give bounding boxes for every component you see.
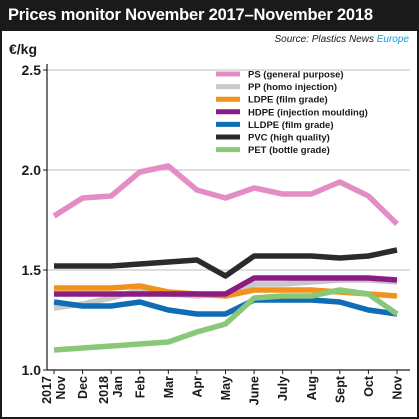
x-tick-line: May [219, 376, 233, 400]
x-tick-label: Apr [190, 376, 204, 398]
x-tick-label: May [219, 376, 233, 400]
legend-label: PET (bottle grade) [248, 145, 330, 156]
x-tick-label: Mar [162, 376, 176, 398]
x-tick-text: Dec [76, 376, 90, 399]
y-axis-label: €/kg [9, 41, 37, 57]
x-tick-text: July [276, 376, 290, 401]
title-bar: Prices monitor November 2017–November 20… [2, 2, 417, 31]
source-highlight: Europe [376, 34, 409, 45]
x-tick-line: June [248, 376, 262, 405]
x-tick-line: 2018 [97, 376, 111, 404]
x-tick-text: Feb [133, 376, 147, 399]
series-line-3 [54, 275, 398, 297]
x-tick-line: Aug [305, 376, 319, 400]
legend-label: LLDPE (film grade) [248, 120, 334, 131]
x-tick-label: Dec [76, 376, 90, 399]
legend-label: PS (general purpose) [248, 70, 344, 81]
x-tick-line: Dec [76, 376, 90, 399]
series-line-0 [52, 163, 399, 226]
x-tick-label: Feb [133, 376, 147, 399]
source-note: Source: Plastics News Europe [274, 34, 409, 45]
y-tick-label: 2.5 [22, 62, 42, 78]
x-tick-label: July [276, 376, 290, 401]
x-tick-text: May [219, 376, 233, 400]
legend-label: HDPE (injection moulding) [248, 107, 368, 118]
x-tick-line: Mar [162, 376, 176, 398]
x-tick-label: June [248, 376, 262, 405]
x-tick-label: Oct [362, 375, 376, 397]
x-tick-line: Feb [133, 376, 147, 399]
x-tick-text: 2017Nov [40, 376, 68, 404]
x-tick-text: Aug [305, 376, 319, 400]
source-prefix: Source: Plastics News [274, 34, 377, 45]
x-tick-text: June [248, 376, 262, 405]
x-tick-label: 2018Jan [97, 376, 125, 404]
x-tick-text: Oct [362, 375, 376, 397]
x-tick-text: Apr [190, 376, 204, 398]
legend-label: PP (homo injection) [248, 82, 337, 93]
x-tick-label: 2017Nov [40, 376, 68, 404]
x-tick-line: Sept [333, 375, 347, 403]
legend-label: LDPE (film grade) [248, 95, 328, 106]
x-tick-text: 2018Jan [97, 376, 125, 404]
series-line-5 [54, 247, 398, 279]
y-tick-label: 1.5 [22, 262, 42, 278]
x-tick-line: Nov [391, 376, 405, 400]
x-tick-line: July [276, 376, 290, 401]
series-line-4 [53, 297, 398, 317]
x-tick-line: Apr [190, 376, 204, 398]
x-tick-text: Sept [333, 375, 347, 403]
x-tick-line: 2017 [40, 376, 54, 404]
x-tick-line: Nov [54, 376, 68, 400]
x-tick-text: Nov [391, 376, 405, 400]
x-tick-label: Aug [305, 376, 319, 400]
x-tick-label: Nov [391, 376, 405, 400]
x-tick-line: Oct [362, 375, 376, 397]
legend-label: PVC (high quality) [248, 133, 330, 144]
page-title: Prices monitor November 2017–November 20… [8, 6, 373, 24]
x-tick-line: Jan [111, 376, 125, 398]
x-tick-text: Mar [162, 376, 176, 398]
y-tick-label: 1.0 [22, 362, 42, 378]
y-tick-label: 2.0 [22, 162, 42, 178]
x-tick-label: Sept [333, 375, 347, 403]
series-line-6 [53, 287, 399, 353]
